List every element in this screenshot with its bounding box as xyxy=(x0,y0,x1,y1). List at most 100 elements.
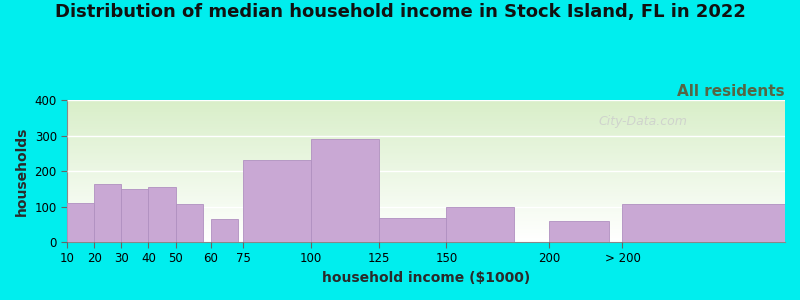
Bar xyxy=(67,160,785,161)
Bar xyxy=(67,235,785,236)
Bar xyxy=(67,218,785,219)
Bar xyxy=(67,106,785,107)
Bar xyxy=(67,145,785,146)
Bar xyxy=(67,118,785,119)
Bar xyxy=(67,153,785,154)
Bar xyxy=(67,140,785,141)
Bar xyxy=(446,207,514,242)
Bar xyxy=(67,195,785,196)
Bar xyxy=(67,134,785,135)
Bar xyxy=(67,203,785,204)
X-axis label: household income ($1000): household income ($1000) xyxy=(322,271,530,285)
Bar xyxy=(67,201,785,202)
Bar xyxy=(67,194,785,195)
Bar xyxy=(67,100,785,101)
Bar xyxy=(210,219,238,242)
Bar xyxy=(67,183,785,184)
Bar xyxy=(243,160,311,242)
Bar xyxy=(67,181,785,182)
Bar xyxy=(67,104,785,105)
Bar xyxy=(67,158,785,159)
Bar xyxy=(67,200,785,201)
Bar xyxy=(94,184,122,242)
Bar xyxy=(67,229,785,230)
Bar xyxy=(67,116,785,117)
Bar xyxy=(67,215,785,216)
Bar xyxy=(67,112,785,113)
Bar xyxy=(67,230,785,231)
Bar xyxy=(67,222,785,223)
Bar xyxy=(311,139,378,242)
Bar xyxy=(67,193,785,194)
Bar xyxy=(67,223,785,224)
Bar xyxy=(67,214,785,215)
Bar xyxy=(67,174,785,175)
Bar xyxy=(67,180,785,181)
Bar xyxy=(67,208,785,209)
Bar xyxy=(67,191,785,192)
Bar xyxy=(67,105,785,106)
Bar xyxy=(67,115,785,116)
Bar xyxy=(67,203,94,242)
Bar xyxy=(122,189,149,242)
Bar xyxy=(67,155,785,156)
Bar xyxy=(67,101,785,102)
Bar xyxy=(67,234,785,235)
Bar xyxy=(550,221,609,242)
Bar xyxy=(67,138,785,139)
Bar xyxy=(67,151,785,152)
Bar xyxy=(67,227,785,228)
Bar xyxy=(67,129,785,130)
Bar xyxy=(67,232,785,233)
Bar xyxy=(67,173,785,174)
Bar xyxy=(67,172,785,173)
Bar xyxy=(67,204,785,205)
Bar xyxy=(67,238,785,239)
Bar xyxy=(67,189,785,190)
Bar xyxy=(67,127,785,128)
Bar xyxy=(67,219,785,220)
Bar xyxy=(67,241,785,242)
Bar xyxy=(67,124,785,125)
Bar xyxy=(67,152,785,153)
Bar xyxy=(67,197,785,198)
Bar xyxy=(67,119,785,120)
Bar xyxy=(67,162,785,163)
Bar xyxy=(67,121,785,122)
Bar xyxy=(67,237,785,238)
Bar xyxy=(67,130,785,131)
Bar xyxy=(67,176,785,177)
Bar xyxy=(67,171,785,172)
Bar xyxy=(67,220,785,221)
Bar xyxy=(67,160,785,161)
Bar xyxy=(67,154,785,155)
Bar xyxy=(67,110,785,111)
Bar xyxy=(67,144,785,145)
Bar xyxy=(67,137,785,138)
Bar xyxy=(67,207,785,208)
Bar xyxy=(67,157,785,158)
Bar xyxy=(67,206,785,207)
Bar xyxy=(67,107,785,108)
Bar xyxy=(67,111,785,112)
Bar xyxy=(67,236,785,237)
Bar xyxy=(67,125,785,126)
Bar xyxy=(67,217,785,218)
Bar xyxy=(67,143,785,144)
Bar xyxy=(67,149,785,150)
Bar xyxy=(67,182,785,183)
Bar xyxy=(67,131,785,132)
Bar xyxy=(67,187,785,188)
Bar xyxy=(67,221,785,222)
Bar xyxy=(67,196,785,197)
Bar xyxy=(67,198,785,199)
Bar xyxy=(67,210,785,211)
Bar xyxy=(67,224,785,225)
Bar xyxy=(67,108,785,109)
Bar xyxy=(67,179,785,180)
Bar xyxy=(149,187,175,242)
Bar xyxy=(67,139,785,140)
Bar xyxy=(67,123,785,124)
Bar xyxy=(67,165,785,166)
Bar xyxy=(67,188,785,189)
